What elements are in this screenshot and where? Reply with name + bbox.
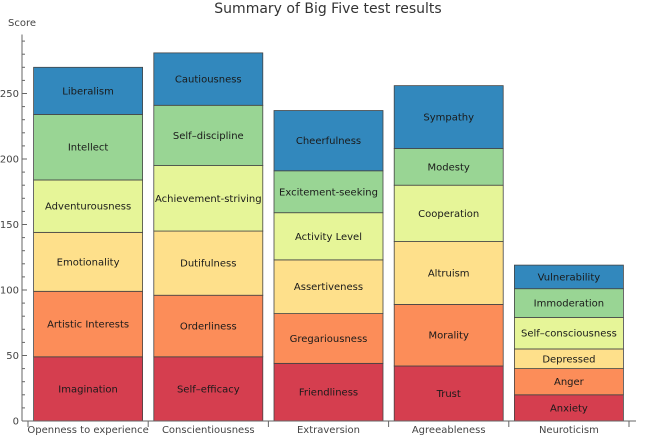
bar-segment bbox=[393, 241, 504, 305]
x-tick-label: Neuroticism bbox=[539, 425, 599, 436]
x-tick-label: Conscientiousness bbox=[162, 425, 255, 436]
stack-2: Friendliness Gregariousness Assertiveness A… bbox=[273, 110, 384, 422]
segment-label: Achievement-striving bbox=[155, 194, 262, 205]
bar-segment bbox=[33, 66, 143, 115]
stack-1: Self–efficacy Orderliness Dutifulness Achie… bbox=[153, 52, 264, 422]
bar-segment bbox=[273, 362, 384, 422]
segment-label: Activity Level bbox=[295, 232, 362, 243]
segment-label: Immoderation bbox=[534, 299, 604, 310]
bar-segment bbox=[153, 104, 264, 166]
segment-label: Liberalism bbox=[62, 86, 114, 97]
segment-label: Cautiousness bbox=[175, 75, 242, 86]
stack-4: Anxiety Anger Depressed Self–consciousness I… bbox=[514, 264, 624, 422]
segment-label: Adventurousness bbox=[45, 202, 131, 213]
bar-segment bbox=[33, 114, 143, 181]
stack-3: Trust Morality Altruism Cooperation Modesty S… bbox=[393, 85, 504, 422]
segment-label: Cooperation bbox=[418, 209, 479, 220]
bar-segment bbox=[273, 212, 384, 261]
bar-segment bbox=[514, 394, 624, 422]
bar-segment bbox=[273, 110, 384, 172]
segment-label: Cheerfulness bbox=[296, 136, 361, 147]
bar-segment bbox=[393, 148, 504, 186]
segment-label: Self–discipline bbox=[173, 131, 244, 142]
segment-label: Trust bbox=[436, 389, 461, 400]
y-tick-label: 150 bbox=[0, 220, 19, 231]
y-tick-label: 250 bbox=[0, 89, 19, 100]
x-tick-label: Extraversion bbox=[297, 425, 360, 436]
segment-label: Self–consciousness bbox=[521, 329, 617, 340]
segment-label: Excitement-seeking bbox=[279, 187, 378, 198]
segment-label: Morality bbox=[429, 331, 469, 342]
segment-label: Friendliness bbox=[299, 388, 358, 399]
segment-label: Altruism bbox=[428, 268, 470, 279]
segment-label: Self–efficacy bbox=[177, 384, 240, 395]
bar-segment bbox=[33, 179, 143, 233]
segment-label: Sympathy bbox=[423, 113, 474, 124]
x-axis: Openness to experience Conscientiousness E… bbox=[22, 420, 636, 436]
y-axis: 0 50 100 150 200 250 bbox=[0, 34, 27, 428]
segment-label: Depressed bbox=[542, 354, 595, 365]
bar-segment bbox=[153, 165, 264, 232]
bar-segment bbox=[33, 356, 143, 422]
y-tick-label: 50 bbox=[6, 351, 19, 362]
segment-label: Gregariousness bbox=[290, 334, 368, 345]
bar-segment bbox=[514, 368, 624, 396]
chart-title: Summary of Big Five test results bbox=[214, 1, 441, 17]
bar-segment bbox=[514, 264, 624, 290]
segment-label: Artistic Interests bbox=[47, 320, 129, 331]
bar-segment bbox=[33, 290, 143, 358]
segment-label: Modesty bbox=[428, 162, 470, 173]
segment-label: Emotionality bbox=[57, 257, 120, 268]
bar-segment bbox=[153, 52, 264, 106]
bar-segment bbox=[514, 288, 624, 318]
segment-label: Anger bbox=[554, 377, 585, 388]
bar-segment bbox=[393, 304, 504, 367]
y-tick-label: 100 bbox=[0, 286, 19, 297]
bar-segment bbox=[393, 365, 504, 422]
bars-group: Imagination Artistic Interests Emotionalit… bbox=[33, 52, 624, 422]
segment-label: Assertiveness bbox=[294, 282, 363, 293]
segment-label: Vulnerability bbox=[538, 272, 601, 283]
y-tick-label: 200 bbox=[0, 155, 19, 166]
bar-segment bbox=[273, 170, 384, 214]
bar-segment bbox=[153, 230, 264, 296]
segment-label: Anxiety bbox=[550, 403, 588, 414]
segment-label: Dutifulness bbox=[180, 259, 236, 270]
x-tick-label: Agreeableness bbox=[412, 425, 486, 436]
segment-label: Imagination bbox=[58, 384, 118, 395]
bar-segment bbox=[393, 85, 504, 149]
bar-segment bbox=[273, 259, 384, 314]
stack-0: Imagination Artistic Interests Emotionalit… bbox=[33, 66, 143, 422]
y-tick-label: 0 bbox=[13, 417, 19, 428]
y-axis-label: Score bbox=[8, 18, 36, 29]
segment-label: Intellect bbox=[68, 143, 109, 154]
x-tick-label: Openness to experience bbox=[27, 425, 148, 436]
bar-segment bbox=[153, 294, 264, 358]
segment-label: Orderliness bbox=[180, 322, 237, 333]
